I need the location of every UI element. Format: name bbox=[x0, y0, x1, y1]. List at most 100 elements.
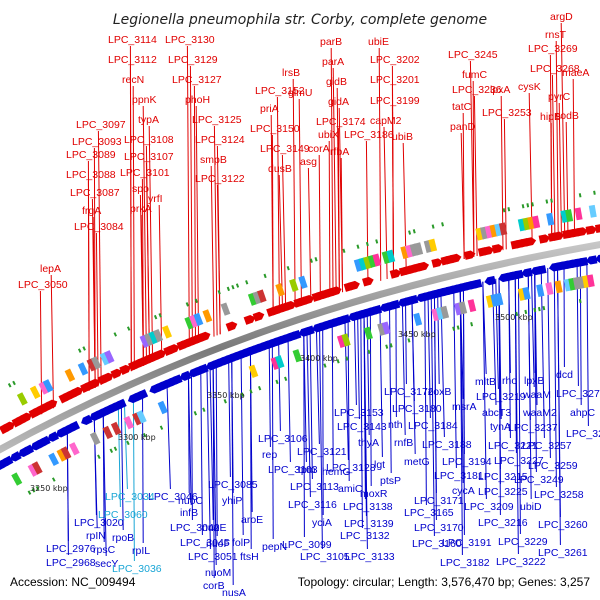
leader-line bbox=[166, 381, 171, 490]
marker bbox=[126, 440, 130, 446]
leader-line bbox=[586, 260, 589, 427]
forward-gene-arrow bbox=[243, 315, 256, 325]
genome-backbone bbox=[0, 241, 600, 454]
gene-label: corA bbox=[308, 143, 330, 155]
forward-gene-arrow bbox=[198, 331, 211, 342]
forward-gene-arrow bbox=[119, 364, 131, 375]
leader-line bbox=[330, 47, 334, 296]
gene-label: prkA bbox=[130, 203, 152, 215]
feature-block bbox=[220, 302, 231, 316]
marker bbox=[231, 284, 235, 290]
leader-line bbox=[303, 331, 307, 463]
feature-block bbox=[413, 312, 423, 326]
gene-label: LPC_3132 bbox=[340, 530, 390, 542]
leader-line bbox=[378, 47, 382, 281]
leader-line bbox=[268, 342, 271, 448]
feature-block bbox=[157, 400, 168, 415]
marker bbox=[336, 359, 340, 364]
forward-gene-arrow bbox=[71, 386, 84, 398]
gene-label: LPC_3084 bbox=[74, 221, 124, 233]
gene-label: LPC_3133 bbox=[345, 551, 395, 563]
marker bbox=[51, 477, 56, 482]
top-strand-labels: LPC_3114 LPC_3130 LPC_3112 LPC_3129 recN LPC_… bbox=[18, 11, 589, 291]
marker bbox=[97, 454, 101, 459]
gene-label: rpoB bbox=[112, 532, 134, 544]
leader-line bbox=[556, 266, 561, 546]
leader-line bbox=[555, 40, 559, 239]
forward-gene-arrow bbox=[252, 311, 265, 322]
leader-line bbox=[307, 167, 312, 303]
gene-label: LPC_3216 bbox=[478, 517, 528, 529]
gene-label: LPC_3194 bbox=[442, 456, 492, 468]
feature-block bbox=[188, 314, 199, 328]
gene-label: LPC_3128 bbox=[326, 462, 376, 474]
marker bbox=[126, 326, 131, 331]
gene-label: LPC_3107 bbox=[124, 151, 174, 163]
gene-label: ftsH bbox=[240, 551, 259, 563]
gene-label: LPC_3181 bbox=[434, 470, 484, 482]
reverse-gene-arrow bbox=[170, 374, 183, 385]
marker bbox=[550, 198, 553, 203]
genome-summary: Topology: circular; Length: 3,576,470 bp… bbox=[298, 575, 591, 589]
forward-gene-arrow bbox=[491, 244, 504, 254]
marker bbox=[537, 306, 541, 312]
gene-label: ptsP bbox=[380, 475, 401, 487]
leader-line bbox=[298, 98, 302, 306]
reverse-gene-arrow bbox=[370, 304, 383, 315]
forward-gene-arrow bbox=[524, 237, 537, 247]
feature-block bbox=[292, 349, 303, 363]
gene-label: LPC_3114 bbox=[108, 34, 157, 46]
gene-label: LPC_3253 bbox=[482, 107, 532, 119]
gene-label: tpm bbox=[298, 464, 316, 476]
gene-label: dcd bbox=[556, 369, 573, 381]
gene-label: LPC_3174 bbox=[316, 116, 366, 128]
feature-block bbox=[546, 212, 555, 226]
marker bbox=[365, 241, 369, 247]
gene-label: LPC_3088 bbox=[66, 169, 116, 181]
marker bbox=[235, 283, 240, 288]
reverse-gene-arrow bbox=[576, 257, 589, 267]
gene-label: LPC_3034 bbox=[105, 491, 155, 503]
gene-label: LPC_3209 bbox=[464, 501, 514, 513]
marker bbox=[113, 446, 118, 451]
feature-block bbox=[341, 333, 351, 347]
forward-gene-arrow bbox=[417, 261, 430, 272]
gene-label: LPC_3152 bbox=[255, 85, 305, 97]
gene-label: nuoM bbox=[205, 567, 231, 579]
gene-label: LPC_2968 bbox=[46, 557, 96, 569]
marker bbox=[142, 432, 147, 438]
marker bbox=[258, 385, 262, 391]
marker bbox=[385, 344, 389, 349]
leader-line bbox=[216, 184, 221, 335]
feature-block bbox=[90, 356, 102, 370]
feature-block bbox=[440, 305, 450, 319]
leader-line bbox=[186, 45, 190, 347]
feature-block bbox=[289, 278, 299, 292]
gene-label: LPC_3237 bbox=[508, 422, 558, 434]
leader-line bbox=[514, 274, 519, 555]
feature-tracks bbox=[0, 190, 600, 495]
leader-line bbox=[553, 266, 557, 488]
reverse-gene-arrow bbox=[22, 444, 35, 455]
gene-label: LPC_3046 bbox=[148, 491, 198, 503]
leader-line bbox=[503, 118, 507, 250]
gene-label: frgA bbox=[82, 205, 101, 217]
leader-line bbox=[190, 371, 193, 521]
gene-label: hipB bbox=[540, 111, 561, 123]
leader-line bbox=[534, 270, 537, 473]
leader-line bbox=[437, 292, 440, 385]
marker bbox=[408, 230, 412, 235]
leader-line bbox=[249, 349, 253, 513]
marker bbox=[456, 325, 460, 330]
gene-label: LPC_3121 bbox=[297, 446, 347, 458]
gene-label: LPC_3125 bbox=[192, 114, 242, 126]
marker bbox=[245, 280, 249, 285]
gene-label: LPC_3106 bbox=[258, 433, 308, 445]
gene-label: cysK bbox=[518, 81, 541, 93]
leader-line bbox=[357, 314, 360, 420]
leader-line bbox=[315, 327, 320, 445]
reverse-gene-arrow bbox=[197, 363, 209, 374]
gene-label: aroE bbox=[241, 514, 263, 526]
